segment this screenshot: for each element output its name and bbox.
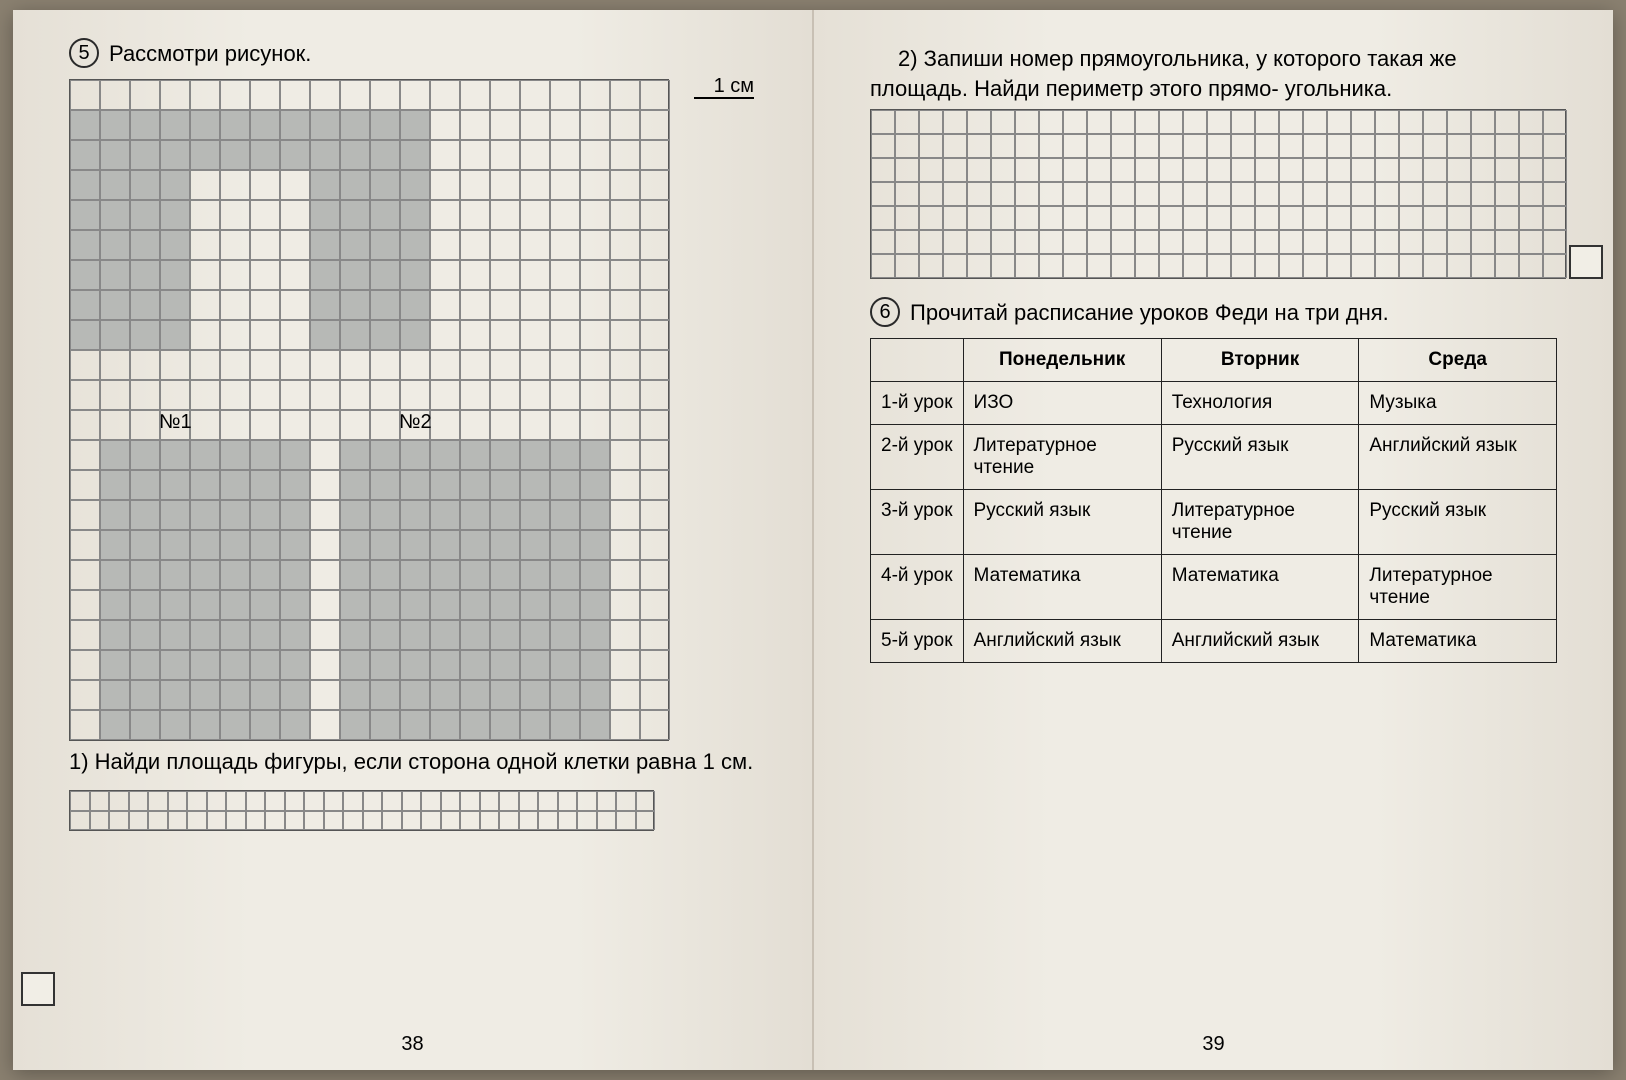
table-cell: 2-й урок bbox=[871, 424, 964, 489]
table-row: 2-й урокЛитературное чтениеРусский языкА… bbox=[871, 424, 1557, 489]
table-cell: 5-й урок bbox=[871, 619, 964, 662]
answer-checkbox-left[interactable] bbox=[21, 972, 55, 1006]
table-row: 1-й урокИЗОТехнологияМузыка bbox=[871, 381, 1557, 424]
table-row: 4-й урокМатематикаМатематикаЛитературное… bbox=[871, 554, 1557, 619]
table-cell: ИЗО bbox=[963, 381, 1161, 424]
question-1-text: 1) Найди площадь фигуры, если сторона од… bbox=[69, 747, 762, 777]
page-left: 5 Рассмотри рисунок. 1 см №1 №2 1) Найди… bbox=[13, 10, 813, 1070]
table-cell: Математика bbox=[1359, 619, 1557, 662]
table-cell: Английский язык bbox=[963, 619, 1161, 662]
schedule-column-header: Среда bbox=[1359, 338, 1557, 381]
table-cell: Литературное чтение bbox=[963, 424, 1161, 489]
table-cell: Музыка bbox=[1359, 381, 1557, 424]
table-cell: Математика bbox=[963, 554, 1161, 619]
schedule-column-header bbox=[871, 338, 964, 381]
task-5-title: Рассмотри рисунок. bbox=[109, 38, 311, 69]
table-cell: 1-й урок bbox=[871, 381, 964, 424]
answer-grid-right-wrap bbox=[870, 109, 1557, 279]
schedule-column-header: Понедельник bbox=[963, 338, 1161, 381]
question-2-text: 2) Запиши номер прямоугольника, у которо… bbox=[870, 44, 1557, 103]
table-row: 3-й урокРусский языкЛитературное чтениеР… bbox=[871, 489, 1557, 554]
page-right: 2) Запиши номер прямоугольника, у которо… bbox=[813, 10, 1613, 1070]
task-6-header: 6 Прочитай расписание уроков Феди на три… bbox=[870, 297, 1557, 328]
table-cell: Литературное чтение bbox=[1161, 489, 1359, 554]
table-cell: 3-й урок bbox=[871, 489, 964, 554]
table-cell: Литературное чтение bbox=[1359, 554, 1557, 619]
table-cell: Русский язык bbox=[963, 489, 1161, 554]
answer-checkbox-right[interactable] bbox=[1569, 245, 1603, 279]
schedule-body: 1-й урокИЗОТехнологияМузыка2-й урокЛитер… bbox=[871, 381, 1557, 662]
table-cell: Математика bbox=[1161, 554, 1359, 619]
task-number-badge: 6 bbox=[870, 297, 900, 327]
table-cell: 4-й урок bbox=[871, 554, 964, 619]
label-n1: №1 bbox=[159, 411, 192, 434]
label-n2: №2 bbox=[399, 411, 432, 434]
schedule-header-row: ПонедельникВторникСреда bbox=[871, 338, 1557, 381]
task-number-badge: 5 bbox=[69, 38, 99, 68]
table-cell: Русский язык bbox=[1359, 489, 1557, 554]
table-cell: Английский язык bbox=[1359, 424, 1557, 489]
table-row: 5-й урокАнглийский языкАнглийский языкМа… bbox=[871, 619, 1557, 662]
figure-grid bbox=[69, 79, 669, 741]
schedule-table: ПонедельникВторникСреда 1-й урокИЗОТехно… bbox=[870, 338, 1557, 663]
table-cell: Английский язык bbox=[1161, 619, 1359, 662]
answer-grid-right[interactable] bbox=[870, 109, 1566, 279]
table-cell: Русский язык bbox=[1161, 424, 1359, 489]
scale-tick bbox=[694, 97, 754, 99]
book-spread: 5 Рассмотри рисунок. 1 см №1 №2 1) Найди… bbox=[13, 10, 1613, 1070]
answer-grid-left[interactable] bbox=[69, 790, 654, 831]
schedule-column-header: Вторник bbox=[1161, 338, 1359, 381]
table-cell: Технология bbox=[1161, 381, 1359, 424]
task-5-header: 5 Рассмотри рисунок. bbox=[69, 38, 762, 69]
figure-container: 1 см №1 №2 bbox=[69, 79, 762, 741]
page-number-right: 39 bbox=[814, 1033, 1613, 1056]
page-number-left: 38 bbox=[13, 1033, 812, 1056]
scale-label: 1 см bbox=[714, 75, 754, 98]
task-6-title: Прочитай расписание уроков Феди на три д… bbox=[910, 297, 1389, 328]
